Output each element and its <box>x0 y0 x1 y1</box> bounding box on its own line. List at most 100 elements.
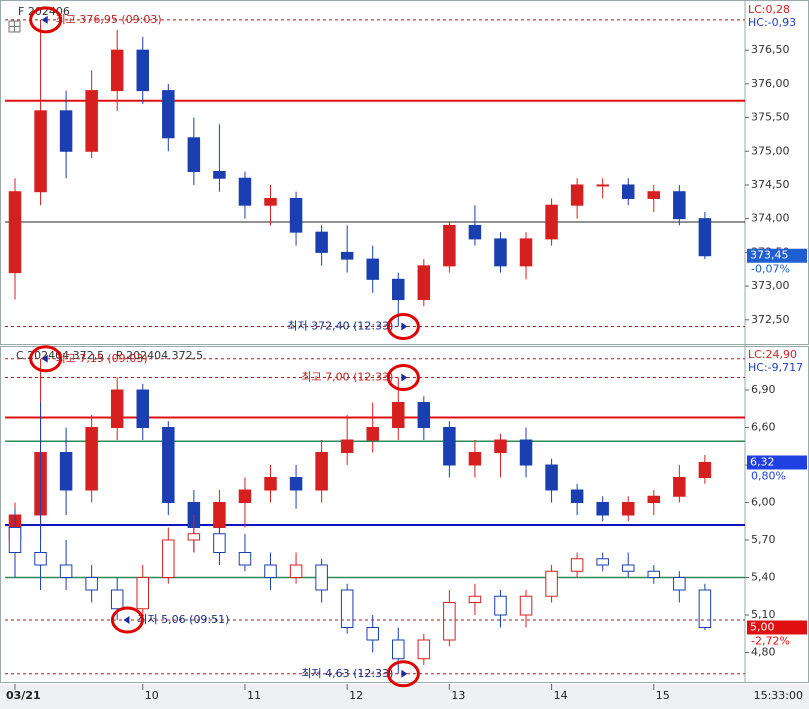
candle-body <box>315 452 328 491</box>
candle-body <box>417 402 431 428</box>
change-label: -2,72% <box>751 635 790 648</box>
x-tick-label: 11 <box>247 689 261 702</box>
candle-body <box>162 539 175 578</box>
annotation-label: 최고 7,00 (12:33) <box>301 371 393 384</box>
candle-body <box>238 489 252 503</box>
annotation-label: 최고 376,95 (09:03) <box>56 13 162 26</box>
candle-body <box>110 389 124 428</box>
annotation-label: 최저 372,40 (12:33) <box>287 320 393 333</box>
candle-body <box>673 577 686 591</box>
candle-body <box>570 489 584 503</box>
candle-body <box>162 90 175 139</box>
x-tick-label: 15 <box>656 689 670 702</box>
y-tick-label: 375,00 <box>751 144 790 157</box>
annotation-marker <box>401 373 408 382</box>
candle-body <box>698 589 712 628</box>
candle-body <box>570 184 584 206</box>
candle-body <box>59 110 73 152</box>
candle-body <box>545 204 558 240</box>
candle-body <box>417 639 431 660</box>
candle-body <box>315 231 328 253</box>
candle-body <box>238 552 252 566</box>
y-tick-label: 5,70 <box>751 533 776 546</box>
candle-body <box>698 462 712 478</box>
time-axis <box>0 684 809 709</box>
candle-body <box>647 191 661 199</box>
candle-body <box>443 602 456 641</box>
candle-body <box>213 533 226 553</box>
highlight-circle <box>110 606 144 634</box>
y-tick-label: 6,00 <box>751 496 776 509</box>
candle-body <box>187 533 201 541</box>
candle-body <box>392 402 405 428</box>
candle-body <box>468 224 482 240</box>
candle-body <box>8 191 22 274</box>
highlight-circle <box>29 345 63 373</box>
candle-body <box>34 110 47 193</box>
candle-body <box>289 197 303 233</box>
candle-body <box>340 251 354 260</box>
candle-body <box>494 238 507 267</box>
candle-body <box>570 558 584 572</box>
candle-body <box>59 452 73 491</box>
candle-body <box>392 639 405 660</box>
annotation-marker <box>41 354 48 363</box>
candle-body <box>136 577 150 610</box>
candle-body <box>136 49 150 92</box>
time-label: 15:33:00 <box>754 689 803 702</box>
candle-body <box>85 577 98 591</box>
candle-body <box>59 564 73 578</box>
candle-body <box>392 278 405 301</box>
y-tick-label: 5,40 <box>751 571 776 584</box>
candle-body <box>366 427 379 441</box>
candle-body <box>162 427 175 503</box>
candle-body <box>366 258 379 280</box>
candle-body <box>545 464 558 491</box>
price-label: 373,45 <box>750 249 789 262</box>
candle-body <box>366 627 379 641</box>
candle-body <box>621 502 635 516</box>
x-tick-label: 13 <box>451 689 465 702</box>
candle-body <box>494 439 507 453</box>
annotation-marker <box>401 669 408 678</box>
candle-body <box>213 502 226 528</box>
candle-body <box>264 197 277 206</box>
candle-body <box>673 477 686 497</box>
change-label: 0,80% <box>751 470 786 483</box>
candle-body <box>340 589 354 628</box>
price-label: 6,32 <box>750 456 775 469</box>
candle-body <box>673 191 686 220</box>
candle-body <box>340 439 354 453</box>
candle-body <box>238 177 252 206</box>
candle-body <box>647 570 661 578</box>
y-tick-label: 376,50 <box>751 43 790 56</box>
x-tick-label: 12 <box>349 689 363 702</box>
annotation-marker <box>401 322 408 331</box>
y-tick-label: 6,90 <box>751 383 776 396</box>
candle-body <box>596 184 609 187</box>
y-tick-label: 5,10 <box>751 608 776 621</box>
candle-body <box>519 595 533 616</box>
annotation-label: 최고 7,15 (09:03) <box>56 352 148 365</box>
candle-body <box>698 218 712 257</box>
candle-body <box>417 265 431 301</box>
candle-body <box>34 552 47 566</box>
candle-body <box>468 452 482 466</box>
y-tick-label: 6,60 <box>751 421 776 434</box>
candle-body <box>110 49 124 92</box>
candle-body <box>213 170 226 179</box>
y-tick-label: 376,00 <box>751 77 790 90</box>
annotation-label: 최저 4,63 (12:33) <box>301 667 393 680</box>
candle-body <box>443 427 456 466</box>
candle-body <box>494 595 507 616</box>
highlight-circle <box>386 313 420 341</box>
candle-body <box>596 502 609 516</box>
y-tick-label: 4,80 <box>751 646 776 659</box>
y-tick-label: 373,00 <box>751 279 790 292</box>
price-label: 5,00 <box>750 621 775 634</box>
x-tick-label: 10 <box>145 689 159 702</box>
candle-body <box>621 564 635 572</box>
candle-body <box>289 564 303 578</box>
hc-label: HC:-9,717 <box>748 361 803 374</box>
candle-body <box>289 477 303 491</box>
